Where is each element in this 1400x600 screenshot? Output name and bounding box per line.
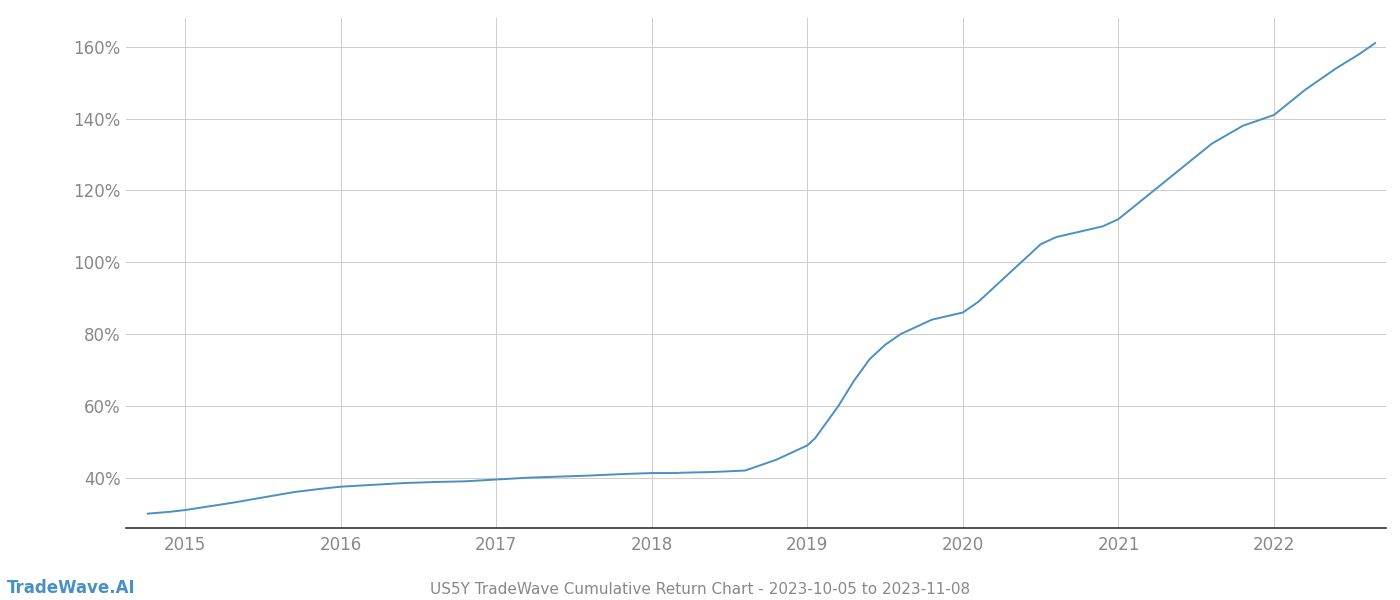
Text: US5Y TradeWave Cumulative Return Chart - 2023-10-05 to 2023-11-08: US5Y TradeWave Cumulative Return Chart -… <box>430 582 970 597</box>
Text: TradeWave.AI: TradeWave.AI <box>7 579 136 597</box>
